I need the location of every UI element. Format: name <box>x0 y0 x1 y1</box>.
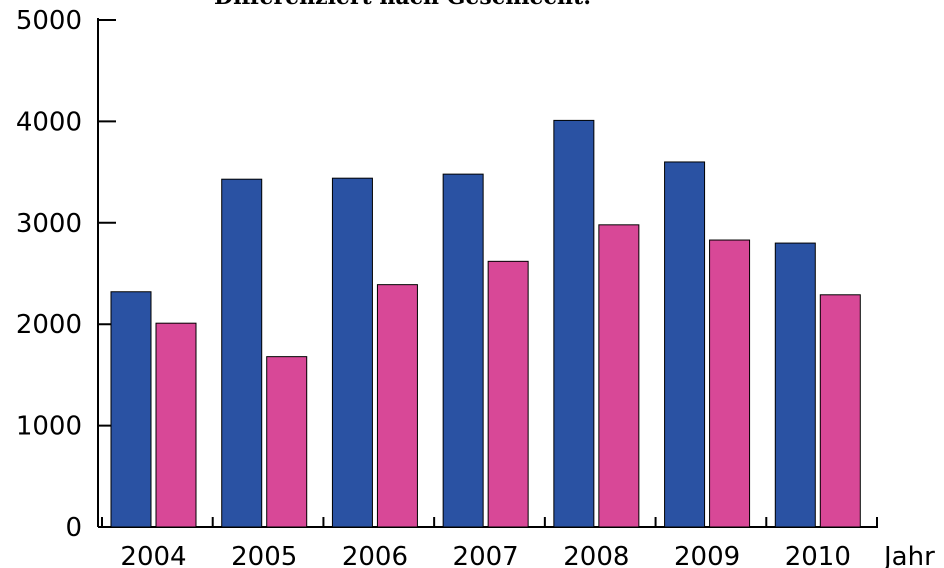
tick-labels: 0 1000 2000 3000 4000 5000 2004 2005 2006 2007 200… <box>16 6 851 568</box>
x-tick-label: 2006 <box>342 542 408 568</box>
x-tick-label: 2004 <box>120 542 186 568</box>
bar-2006-series-1 <box>331 177 373 528</box>
chart-title: Differenziert nach Geschlecht: <box>214 0 591 10</box>
x-tick-label: 2007 <box>453 542 519 568</box>
bars <box>110 119 861 528</box>
bar-2009-series-2 <box>709 239 751 528</box>
bar-2009-series-1 <box>664 161 706 528</box>
x-tick-label: 2010 <box>785 542 851 568</box>
y-tick-label: 4000 <box>16 107 82 137</box>
bar-2007-series-2 <box>487 260 529 528</box>
x-axis-label: Jahr <box>882 542 935 568</box>
y-tick-label: 5000 <box>16 6 82 36</box>
bar-2005-series-1 <box>221 178 263 528</box>
bar-2004-series-1 <box>110 291 152 528</box>
bar-2010-series-2 <box>819 294 861 528</box>
x-tick-label: 2009 <box>674 542 740 568</box>
bar-2004-series-2 <box>155 322 197 528</box>
x-tick-label: 2005 <box>231 542 297 568</box>
bar-2008-series-2 <box>598 224 640 528</box>
x-tick-label: 2008 <box>563 542 629 568</box>
bar-2005-series-2 <box>266 356 308 528</box>
bar-2007-series-1 <box>442 173 484 528</box>
y-tick-label: 1000 <box>16 412 82 442</box>
y-tick-label: 0 <box>65 513 82 543</box>
bar-2006-series-2 <box>376 284 418 528</box>
y-tick-label: 2000 <box>16 310 82 340</box>
y-tick-label: 3000 <box>16 209 82 239</box>
bar-2010-series-1 <box>774 242 816 528</box>
bar-2008-series-1 <box>553 119 595 528</box>
